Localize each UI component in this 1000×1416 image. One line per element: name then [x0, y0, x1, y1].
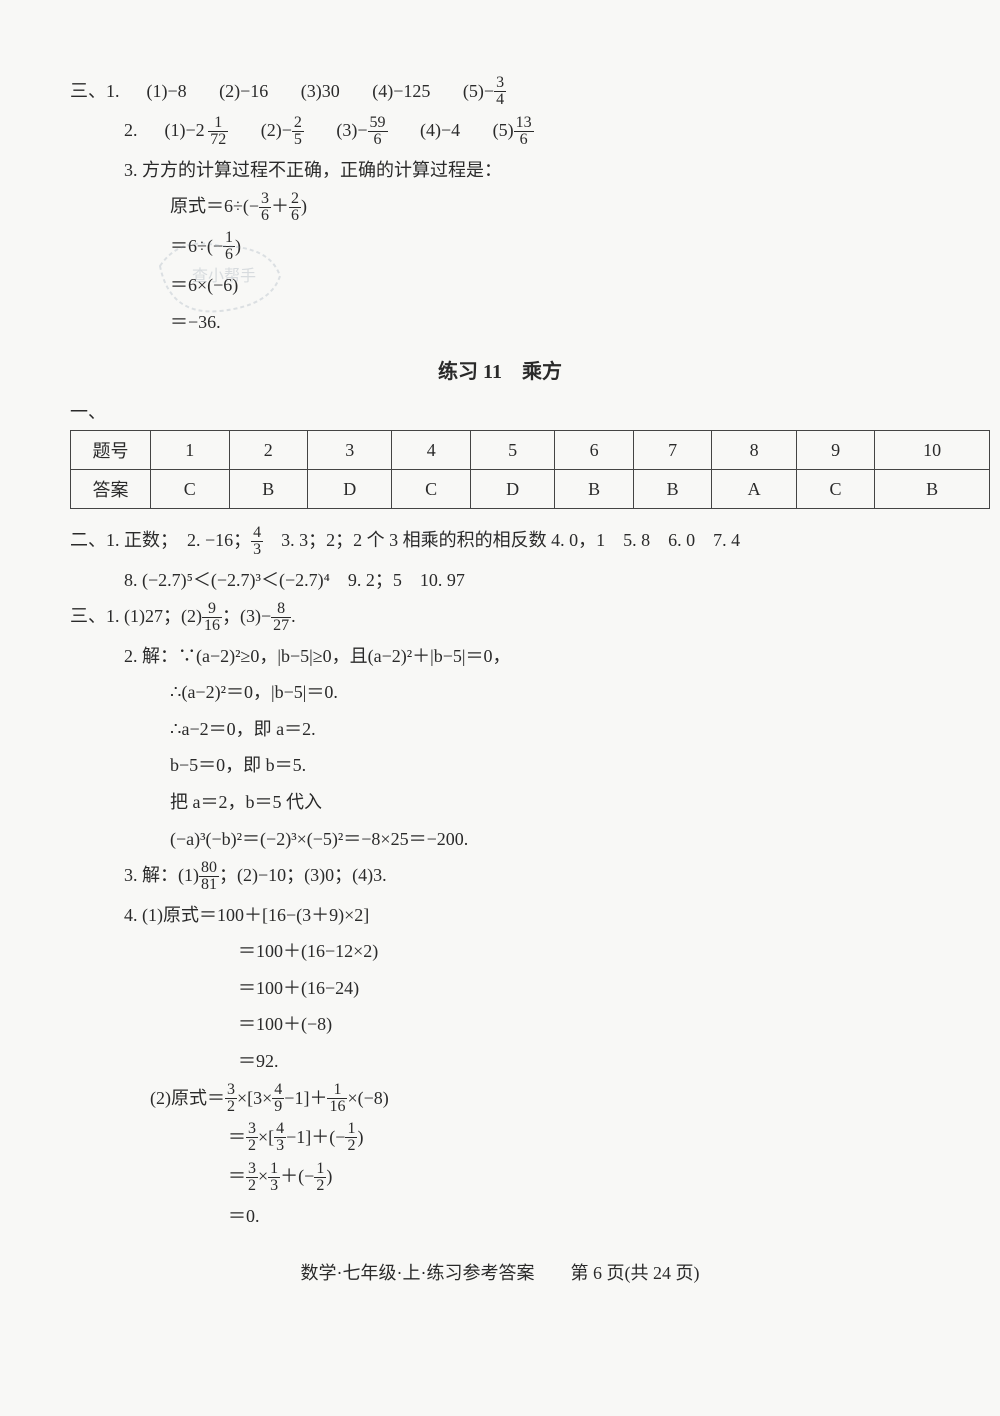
table-cell: 5 [470, 431, 554, 470]
fraction: 13 [268, 1161, 280, 1194]
fraction: 12 [345, 1121, 357, 1154]
exercise-title: 练习 11 乘方 [70, 355, 930, 384]
fraction: 32 [246, 1161, 258, 1194]
table-cell: B [229, 470, 308, 509]
fraction: 827 [271, 601, 291, 634]
s2-l2: 8. (−2.7)⁵＜(−2.7)³＜(−2.7)⁴ 9. 2；5 10. 97 [70, 565, 930, 596]
s3b-q4-p2-l4: ＝0. [70, 1201, 930, 1232]
table-cell: 4 [392, 431, 471, 470]
s3-q3-step2: ＝6÷(−16) [70, 231, 930, 264]
s3b-q2-l2: ∴(a−2)²＝0，|b−5|＝0. [70, 677, 930, 708]
table-cell: B [633, 470, 712, 509]
table-cell: 7 [633, 431, 712, 470]
s3b-q4-p2-l2: ＝32×[43−1]＋(−12) [70, 1122, 930, 1155]
fraction: 43 [251, 525, 263, 558]
answer-table: 题号 1 2 3 4 5 6 7 8 9 10 答案 C B D C D B B… [70, 430, 990, 509]
table-cell: A [712, 470, 796, 509]
item: (4)−125 [372, 81, 430, 101]
label: 2. [124, 120, 138, 140]
fraction: 8081 [199, 860, 219, 893]
fraction: 596 [368, 115, 388, 148]
table-cell: 2 [229, 431, 308, 470]
fraction: 916 [202, 601, 222, 634]
s3-q1: 三、1. (1)−8 (2)−16 (3)30 (4)−125 (5)−34 [70, 76, 930, 109]
fraction: 34 [494, 75, 506, 108]
table-cell: D [308, 470, 392, 509]
s3-q3-step1: 原式＝6÷(−36＋26) [70, 191, 930, 224]
section-1-marker: 一、 [70, 398, 930, 424]
item: (2)−16 [219, 81, 268, 101]
fraction: 172 [208, 115, 228, 148]
s3b-q4-p2-l3: ＝32×13＋(−12) [70, 1161, 930, 1194]
table-cell: D [470, 470, 554, 509]
header-label: 题号 [71, 431, 151, 470]
answer-label: 答案 [71, 470, 151, 509]
s3b-q1: 三、1. (1)27；(2)916；(3)−827. [70, 601, 930, 634]
s3b-q2-l1: 2. 解：∵(a−2)²≥0，|b−5|≥0，且(a−2)²＋|b−5|＝0， [70, 641, 930, 672]
fraction: 136 [514, 115, 534, 148]
table-cell: 1 [151, 431, 230, 470]
table-cell: C [392, 470, 471, 509]
table-cell: 3 [308, 431, 392, 470]
fraction: 12 [314, 1161, 326, 1194]
table-row: 答案 C B D C D B B A C B [71, 470, 990, 509]
s3b-q4-l5: ＝92. [70, 1046, 930, 1077]
s3b-q4-l3: ＝100＋(16−24) [70, 973, 930, 1004]
s3b-q2-l3: ∴a−2＝0，即 a＝2. [70, 714, 930, 745]
s3b-q2-l6: (−a)³(−b)²＝(−2)³×(−5)²＝−8×25＝−200. [70, 824, 930, 855]
item: (3)30 [301, 81, 340, 101]
item-frac-label: (5)− [463, 81, 494, 101]
table-cell: C [151, 470, 230, 509]
s3-q3-step3: ＝6×(−6) [70, 270, 930, 301]
fraction: 116 [327, 1082, 347, 1115]
s3b-q4-l2: ＝100＋(16−12×2) [70, 936, 930, 967]
table-cell: B [875, 470, 990, 509]
fraction: 26 [289, 191, 301, 224]
fraction: 32 [225, 1082, 237, 1115]
fraction: 43 [274, 1121, 286, 1154]
s3-q2: 2. (1)−2 172 (2)−25 (3)−596 (4)−4 (5)136 [70, 115, 930, 148]
table-cell: 8 [712, 431, 796, 470]
page-content: 三、1. (1)−8 (2)−16 (3)30 (4)−125 (5)−34 2… [40, 76, 960, 1285]
s3b-q4-p2-l1: (2)原式＝32×[3×49−1]＋116×(−8) [70, 1083, 930, 1116]
page-footer: 数学·七年级·上·练习参考答案 第 6 页(共 24 页) [70, 1259, 930, 1285]
s3-q3: 3. 方方的计算过程不正确，正确的计算过程是： [70, 155, 930, 186]
table-cell: B [555, 470, 634, 509]
table-row: 题号 1 2 3 4 5 6 7 8 9 10 [71, 431, 990, 470]
s3b-q4-l1: 4. (1)原式＝100＋[16−(3＋9)×2] [70, 900, 930, 931]
table-cell: 10 [875, 431, 990, 470]
fraction: 36 [259, 191, 271, 224]
s2-l1: 二、1. 正数； 2. −16；43 3. 3；2；2 个 3 相乘的积的相反数… [70, 525, 930, 558]
item: (1)−8 [147, 81, 187, 101]
s3b-q2-l4: b−5＝0，即 b＝5. [70, 750, 930, 781]
fraction: 25 [292, 115, 304, 148]
fraction: 49 [272, 1082, 284, 1115]
table-cell: C [796, 470, 875, 509]
s3b-q4-l4: ＝100＋(−8) [70, 1009, 930, 1040]
s3b-q3: 3. 解：(1)8081；(2)−10；(3)0；(4)3. [70, 860, 930, 893]
table-cell: 9 [796, 431, 875, 470]
label: 三、1. [70, 81, 120, 101]
s3-q3-step4: ＝−36. [70, 307, 930, 338]
s3b-q2-l5: 把 a＝2，b＝5 代入 [70, 787, 930, 818]
fraction: 32 [246, 1121, 258, 1154]
table-cell: 6 [555, 431, 634, 470]
fraction: 16 [223, 230, 235, 263]
